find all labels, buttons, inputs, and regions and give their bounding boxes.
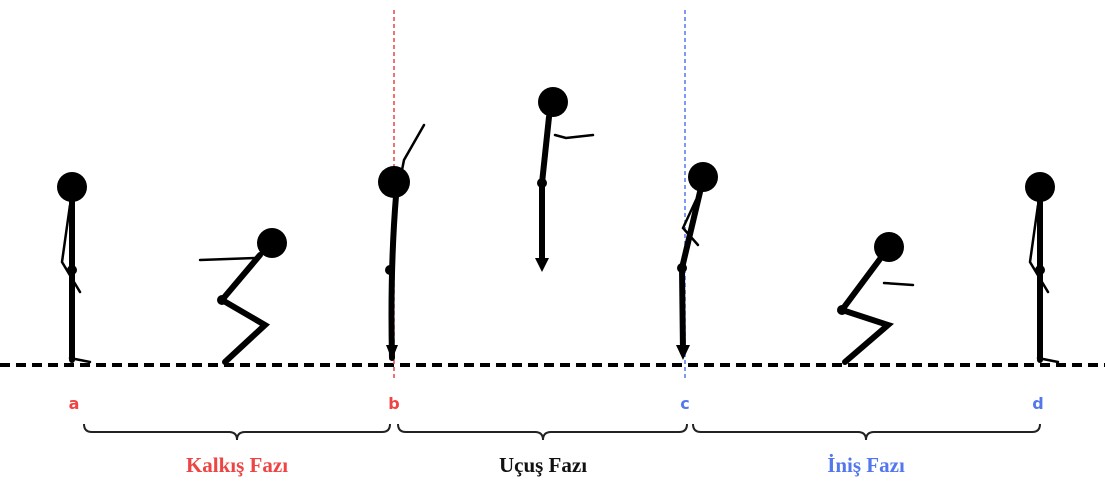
figure-landing — [676, 162, 718, 360]
phase-label: Uçuş Fazı — [499, 453, 587, 477]
phase-label: İniş Fazı — [827, 453, 905, 477]
brace — [692, 423, 1041, 441]
figure-standing — [1025, 172, 1060, 364]
brace — [83, 423, 391, 441]
point-label: a — [69, 394, 80, 413]
point-label: b — [388, 394, 399, 413]
figure-takeoff — [378, 123, 426, 361]
figure-squat — [198, 228, 287, 365]
point-label: c — [680, 394, 689, 413]
brace — [397, 423, 688, 441]
point-label: d — [1032, 394, 1043, 413]
figure-flight — [535, 87, 595, 272]
phase-label: Kalkış Fazı — [186, 453, 288, 477]
figure-squat — [837, 232, 915, 365]
figure-standing — [57, 172, 92, 364]
